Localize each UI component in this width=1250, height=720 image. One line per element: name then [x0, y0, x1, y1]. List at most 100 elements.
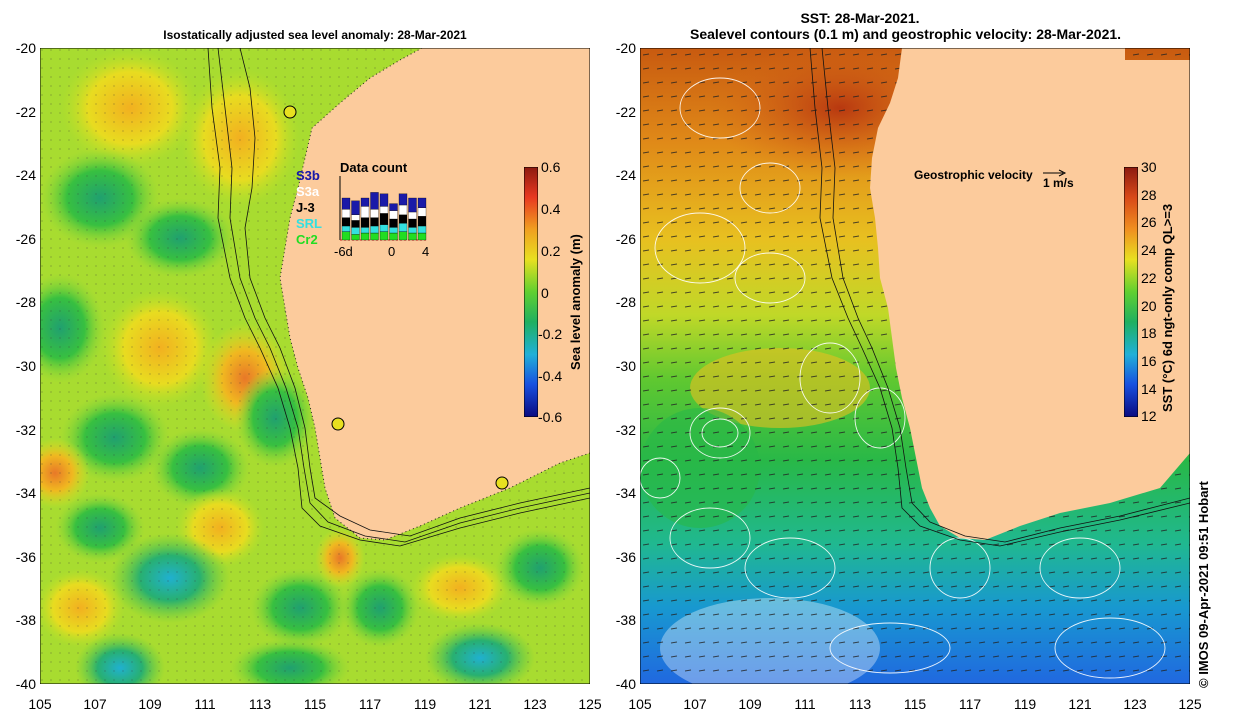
inset-bar-segment	[417, 232, 427, 241]
inset-bar-segment	[389, 203, 398, 211]
sla-tick-3: 0	[541, 285, 549, 301]
inset-bar-segment	[408, 227, 417, 234]
australia-land	[280, 48, 590, 540]
sst-colorbar-label: SST (°C) 6d ngt-only comp QL>=3	[1160, 203, 1175, 412]
sst-tick-2: 26	[1141, 214, 1157, 231]
inset-bar-segment	[417, 216, 427, 227]
inset-bar-segment	[351, 200, 360, 215]
right-lat-tick-3: -26	[615, 230, 636, 247]
inset-bar-segment	[408, 197, 417, 213]
sst-tick-3: 24	[1141, 242, 1157, 259]
sla-tick-4: -0.2	[538, 326, 563, 342]
right-lon-tick-2: 109	[738, 696, 762, 712]
sla-tick-6: -0.6	[538, 409, 563, 425]
inset-bar-segment	[417, 225, 427, 234]
inset-bar-segment	[341, 225, 351, 232]
inset-tick-end: 4	[422, 244, 430, 259]
left-lat-tick-9: -38	[15, 612, 36, 629]
left-lon-tick-10: 125	[578, 696, 602, 712]
sla-tick-5: -0.4	[538, 368, 563, 384]
left-lon-tick-2: 109	[138, 696, 162, 712]
right-lon-tick-1: 107	[683, 696, 707, 712]
left-lat-tick-2: -24	[15, 167, 36, 184]
right-lat-tick-4: -28	[615, 294, 636, 311]
station-marker-mid	[331, 417, 345, 431]
inset-bar-segment	[417, 207, 427, 217]
inset-bar-segment	[370, 217, 379, 227]
inset-legend-s3b-overlay: S3b	[296, 168, 320, 183]
inset-legend-cr2: Cr2	[296, 232, 318, 247]
right-lat-tick-8: -36	[615, 548, 636, 565]
sla-tick-0: 0.6	[541, 159, 561, 175]
left-lat-tick-6: -32	[15, 421, 36, 438]
right-lat-tick-6: -32	[615, 421, 636, 438]
left-lon-tick-3: 111	[194, 696, 216, 712]
velocity-scale-label: 1 m/s	[1043, 176, 1074, 190]
right-lon-tick-7: 119	[1013, 696, 1037, 712]
inset-bar-segment	[360, 227, 370, 234]
inset-bar-segment	[408, 232, 417, 241]
australia-land-sst	[870, 48, 1190, 540]
inset-bar-segment	[398, 204, 408, 215]
sst-tick-9: 12	[1141, 408, 1157, 425]
inset-bar-segment	[370, 192, 379, 210]
right-lon-tick-6: 117	[958, 696, 982, 712]
sst-tick-5: 20	[1141, 297, 1157, 314]
inset-bar-segment	[370, 225, 379, 234]
left-lon-tick-8: 121	[468, 696, 492, 712]
right-lon-tick-8: 121	[1068, 696, 1092, 712]
left-lon-tick-0: 105	[28, 696, 52, 712]
inset-data-count-chart	[339, 176, 428, 241]
inset-bar-segment	[389, 227, 398, 234]
sst-tick-4: 22	[1141, 269, 1157, 286]
inset-bar-segment	[379, 193, 389, 207]
left-map-title: Isostatically adjusted sea level anomaly…	[163, 28, 467, 42]
inset-bar-segment	[379, 231, 389, 241]
inset-bar-segment	[389, 232, 398, 241]
inset-bar-segment	[351, 220, 360, 228]
sst-tick-7: 16	[1141, 352, 1157, 369]
inset-bar-segment	[398, 193, 408, 206]
inset-bar-segment	[417, 197, 427, 208]
inset-bar-segment	[379, 213, 389, 225]
inset-bar-segment	[408, 218, 417, 228]
inset-bar-segment	[370, 232, 379, 241]
right-lat-tick-2: -24	[615, 167, 636, 184]
left-lon-tick-4: 113	[248, 696, 272, 712]
inset-bar-segment	[360, 197, 370, 207]
left-lat-tick-3: -26	[15, 230, 36, 247]
inset-bar-segment	[360, 206, 370, 218]
inset-bar-segment	[360, 217, 370, 228]
sla-tick-1: 0.4	[541, 201, 561, 217]
right-lat-tick-1: -22	[615, 103, 636, 120]
right-lon-tick-3: 111	[794, 696, 816, 712]
inset-title: Data count	[340, 160, 408, 175]
left-lat-tick-7: -34	[15, 485, 36, 502]
sst-colorbar	[1124, 167, 1138, 417]
inset-bar-segment	[341, 197, 351, 210]
inset-bar-segment	[389, 210, 398, 220]
inset-bar-segment	[360, 232, 370, 241]
left-lat-tick-1: -22	[15, 103, 36, 120]
sst-tick-8: 14	[1141, 380, 1157, 397]
inset-bar-segment	[341, 217, 351, 227]
inset-bar-segment	[379, 206, 389, 214]
left-lat-tick-0: -20	[15, 40, 36, 56]
inset-bar-segment	[408, 211, 417, 220]
sea-level-anomaly-map	[40, 48, 590, 684]
right-map-title-line1: SST: 28-Mar-2021.	[800, 10, 920, 26]
inset-legend-s3a: S3a	[296, 184, 320, 199]
inset-bar-segment	[370, 209, 379, 218]
sst-tick-6: 18	[1141, 325, 1157, 342]
inset-bar-segment	[379, 224, 389, 232]
sst-tick-0: 30	[1141, 159, 1157, 175]
right-lon-tick-10: 125	[1178, 696, 1202, 712]
station-marker-east	[495, 476, 509, 490]
inset-legend-srl: SRL	[296, 216, 322, 231]
velocity-label: Geostrophic velocity	[914, 168, 1033, 182]
left-lat-tick-4: -28	[15, 294, 36, 311]
left-lon-tick-1: 107	[83, 696, 107, 712]
station-marker-north	[283, 105, 297, 119]
left-lon-tick-7: 119	[413, 696, 437, 712]
inset-tick-zero: 0	[388, 244, 396, 259]
